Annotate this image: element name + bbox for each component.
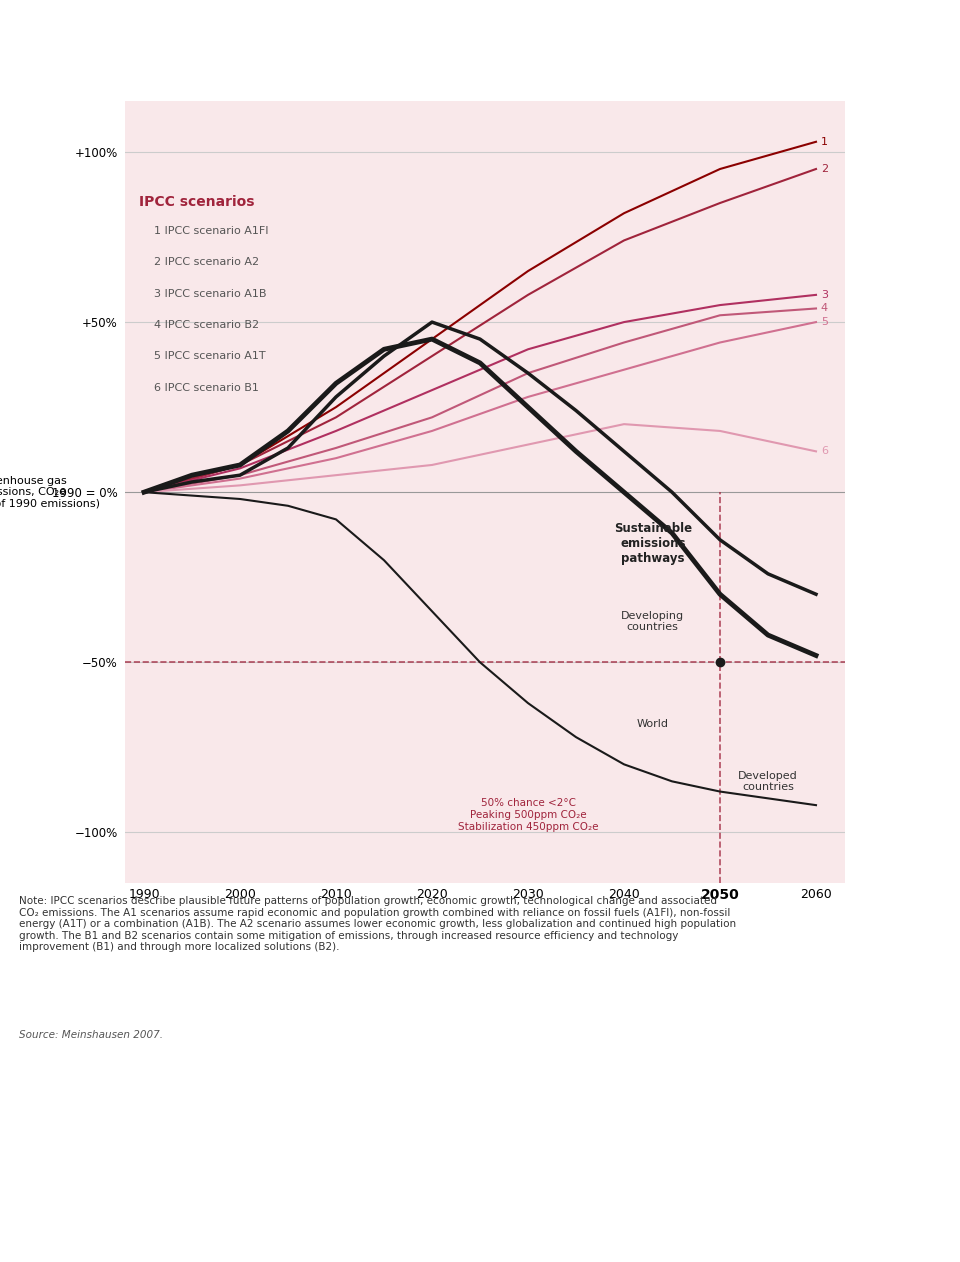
Text: World: World bbox=[636, 718, 669, 728]
Text: IPCC scenarios: IPCC scenarios bbox=[139, 194, 254, 208]
Text: Developing
countries: Developing countries bbox=[621, 611, 684, 632]
Text: Source: Meinshausen 2007.: Source: Meinshausen 2007. bbox=[19, 1030, 163, 1040]
Text: 5: 5 bbox=[821, 317, 828, 327]
Text: 1: 1 bbox=[821, 136, 828, 146]
Text: 6: 6 bbox=[821, 447, 828, 457]
Text: Greenhouse gas
emissions, CO₂e
(% of 1990 emissions): Greenhouse gas emissions, CO₂e (% of 199… bbox=[0, 476, 101, 509]
Text: 4: 4 bbox=[821, 303, 828, 313]
Text: 3: 3 bbox=[821, 290, 828, 300]
Text: Figure 4: Figure 4 bbox=[12, 34, 70, 48]
Text: 50% chance <2°C
Peaking 500ppm CO₂e
Stabilization 450ppm CO₂e: 50% chance <2°C Peaking 500ppm CO₂e Stab… bbox=[458, 799, 598, 832]
Text: 1 IPCC scenario A1FI: 1 IPCC scenario A1FI bbox=[154, 226, 268, 236]
Text: 6 IPCC scenario B1: 6 IPCC scenario B1 bbox=[154, 382, 258, 392]
Text: Sustainable
emissions
pathways: Sustainable emissions pathways bbox=[613, 521, 692, 564]
Text: Note: IPCC scenarios describe plausible future patterns of population growth, ec: Note: IPCC scenarios describe plausible … bbox=[19, 896, 736, 953]
Text: 5 IPCC scenario A1T: 5 IPCC scenario A1T bbox=[154, 351, 265, 361]
Text: Developed
countries: Developed countries bbox=[738, 771, 798, 793]
Text: 4 IPCC scenario B2: 4 IPCC scenario B2 bbox=[154, 321, 259, 331]
Text: 2 IPCC scenario A2: 2 IPCC scenario A2 bbox=[154, 257, 259, 268]
Text: Halving emissions by 2050 could avoid dangerous climate change: Halving emissions by 2050 could avoid da… bbox=[96, 34, 660, 48]
Text: 2: 2 bbox=[821, 164, 828, 174]
Text: 3 IPCC scenario A1B: 3 IPCC scenario A1B bbox=[154, 289, 266, 299]
